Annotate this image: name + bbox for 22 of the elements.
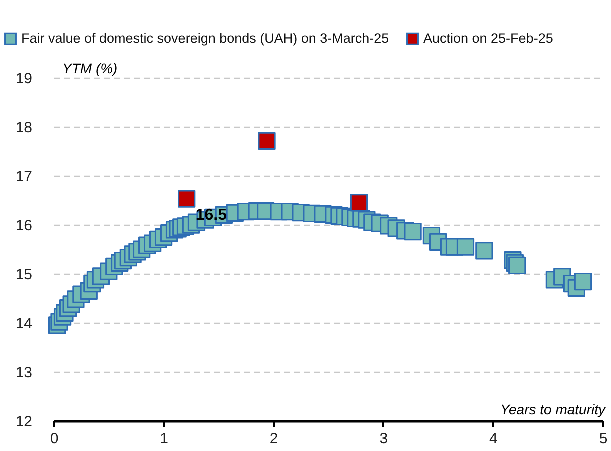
point	[350, 194, 368, 212]
y-tick-label: 19	[16, 70, 32, 88]
legend-label: Auction on 25-Feb-25	[424, 31, 554, 46]
y-tick-label: 15	[16, 266, 32, 284]
x-tick-label: 5	[599, 430, 608, 448]
y-tick-label: 16	[16, 218, 32, 234]
y-tick-label: 13	[16, 364, 32, 382]
point	[258, 132, 276, 150]
x-tick-label: 0	[50, 430, 59, 448]
y-tick-label: 18	[16, 120, 32, 136]
y-tick-label: 14	[16, 316, 32, 332]
x-tick-label: 4	[490, 430, 498, 448]
y-tick-label: 12	[16, 414, 32, 430]
y-tick-label: 17	[16, 168, 32, 186]
x-axis-title: Years to maturity	[500, 402, 606, 418]
x-tick-label: 2	[270, 430, 278, 448]
x-tick-label: 1	[160, 430, 168, 448]
x-tick-label: 3	[380, 430, 388, 448]
data-label: 16.5	[196, 207, 228, 224]
y-axis-title: YTM (%)	[62, 60, 118, 76]
legend-label: Fair value of domestic sovereign bonds (UAH) on 3-March-25	[22, 31, 390, 46]
point	[178, 190, 196, 208]
